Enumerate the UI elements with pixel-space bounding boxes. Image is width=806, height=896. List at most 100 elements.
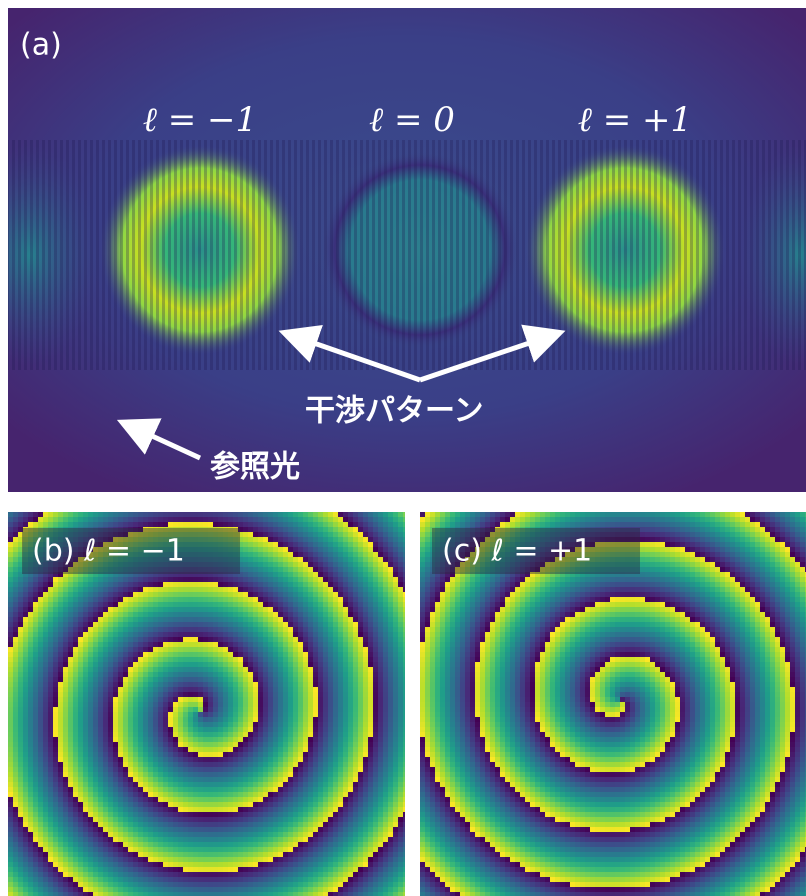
phase-pixel bbox=[338, 592, 344, 598]
phase-pixel bbox=[278, 692, 284, 698]
phase-pixel bbox=[218, 617, 224, 623]
phase-pixel bbox=[8, 662, 14, 668]
phase-pixel bbox=[313, 572, 319, 578]
phase-pixel bbox=[233, 797, 239, 803]
phase-pixel bbox=[128, 777, 134, 783]
phase-pixel bbox=[338, 522, 344, 528]
phase-pixel bbox=[403, 532, 409, 538]
phase-pixel bbox=[238, 627, 244, 633]
phase-pixel bbox=[78, 692, 84, 698]
phase-pixel bbox=[38, 512, 44, 518]
phase-pixel bbox=[208, 667, 214, 673]
phase-pixel bbox=[188, 727, 194, 733]
phase-pixel bbox=[358, 612, 364, 618]
phase-pixel bbox=[253, 562, 259, 568]
phase-pixel bbox=[73, 812, 79, 818]
phase-pixel bbox=[363, 802, 369, 808]
phase-pixel bbox=[288, 567, 294, 573]
phase-pixel bbox=[193, 787, 199, 793]
phase-pixel bbox=[333, 812, 339, 818]
phase-pixel bbox=[288, 557, 294, 563]
phase-pixel bbox=[373, 567, 379, 573]
phase-pixel bbox=[233, 622, 239, 628]
phase-pixel bbox=[143, 742, 149, 748]
phase-pixel bbox=[378, 622, 384, 628]
phase-pixel bbox=[403, 557, 409, 563]
phase-pixel bbox=[328, 612, 334, 618]
phase-pixel bbox=[273, 622, 279, 628]
phase-pixel bbox=[88, 727, 94, 733]
phase-pixel bbox=[163, 712, 169, 718]
phase-pixel bbox=[343, 637, 349, 643]
phase-pixel bbox=[268, 807, 274, 813]
phase-pixel bbox=[303, 517, 309, 523]
phase-pixel bbox=[13, 772, 19, 778]
phase-pixel bbox=[268, 682, 274, 688]
phase-pixel bbox=[228, 657, 234, 663]
phase-pixel bbox=[173, 677, 179, 683]
phase-pixel bbox=[358, 802, 364, 808]
phase-pixel bbox=[238, 767, 244, 773]
phase-pixel bbox=[68, 657, 74, 663]
phase-pixel bbox=[93, 782, 99, 788]
phase-pixel bbox=[28, 707, 34, 713]
phase-pixel bbox=[278, 757, 284, 763]
phase-pixel bbox=[283, 527, 289, 533]
phase-pixel bbox=[383, 637, 389, 643]
phase-pixel bbox=[353, 677, 359, 683]
phase-pixel bbox=[218, 717, 224, 723]
phase-pixel bbox=[83, 772, 89, 778]
phase-pixel bbox=[333, 612, 339, 618]
phase-pixel bbox=[103, 637, 109, 643]
phase-pixel bbox=[338, 612, 344, 618]
phase-pixel bbox=[243, 617, 249, 623]
phase-pixel bbox=[358, 592, 364, 598]
phase-pixel bbox=[338, 722, 344, 728]
phase-pixel bbox=[268, 592, 274, 598]
phase-pixel bbox=[143, 732, 149, 738]
phase-pixel bbox=[88, 602, 94, 608]
phase-pixel bbox=[333, 627, 339, 633]
phase-pixel bbox=[183, 637, 189, 643]
phase-pixel bbox=[123, 637, 129, 643]
phase-pixel bbox=[298, 782, 304, 788]
phase-pixel bbox=[168, 717, 174, 723]
phase-pixel bbox=[148, 512, 154, 518]
phase-pixel bbox=[373, 722, 379, 728]
phase-pixel bbox=[213, 677, 219, 683]
phase-pixel bbox=[183, 777, 189, 783]
phase-pixel bbox=[48, 627, 54, 633]
phase-pixel bbox=[43, 627, 49, 633]
phase-pixel bbox=[238, 512, 244, 518]
phase-pixel bbox=[368, 562, 374, 568]
phase-pixel bbox=[288, 702, 294, 708]
phase-pixel bbox=[143, 727, 149, 733]
phase-pixel bbox=[58, 772, 64, 778]
phase-pixel bbox=[78, 702, 84, 708]
phase-pixel bbox=[308, 667, 314, 673]
phase-pixel bbox=[403, 707, 409, 713]
phase-pixel bbox=[33, 757, 39, 763]
phase-pixel bbox=[153, 772, 159, 778]
phase-pixel bbox=[308, 522, 314, 528]
phase-pixel bbox=[183, 757, 189, 763]
phase-pixel bbox=[313, 602, 319, 608]
phase-pixel bbox=[308, 642, 314, 648]
phase-pixel bbox=[293, 652, 299, 658]
phase-pixel bbox=[318, 797, 324, 803]
phase-pixel bbox=[263, 682, 269, 688]
phase-pixel bbox=[193, 607, 199, 613]
phase-pixel bbox=[353, 772, 359, 778]
phase-pixel bbox=[358, 712, 364, 718]
phase-pixel bbox=[168, 642, 174, 648]
phase-pixel bbox=[278, 517, 284, 523]
phase-pixel bbox=[43, 747, 49, 753]
phase-pixel bbox=[163, 792, 169, 798]
phase-pixel bbox=[293, 592, 299, 598]
phase-pixel bbox=[113, 737, 119, 743]
phase-pixel bbox=[368, 642, 374, 648]
phase-pixel bbox=[318, 622, 324, 628]
phase-pixel bbox=[348, 597, 354, 603]
phase-pixel bbox=[213, 607, 219, 613]
phase-pixel bbox=[208, 582, 214, 588]
